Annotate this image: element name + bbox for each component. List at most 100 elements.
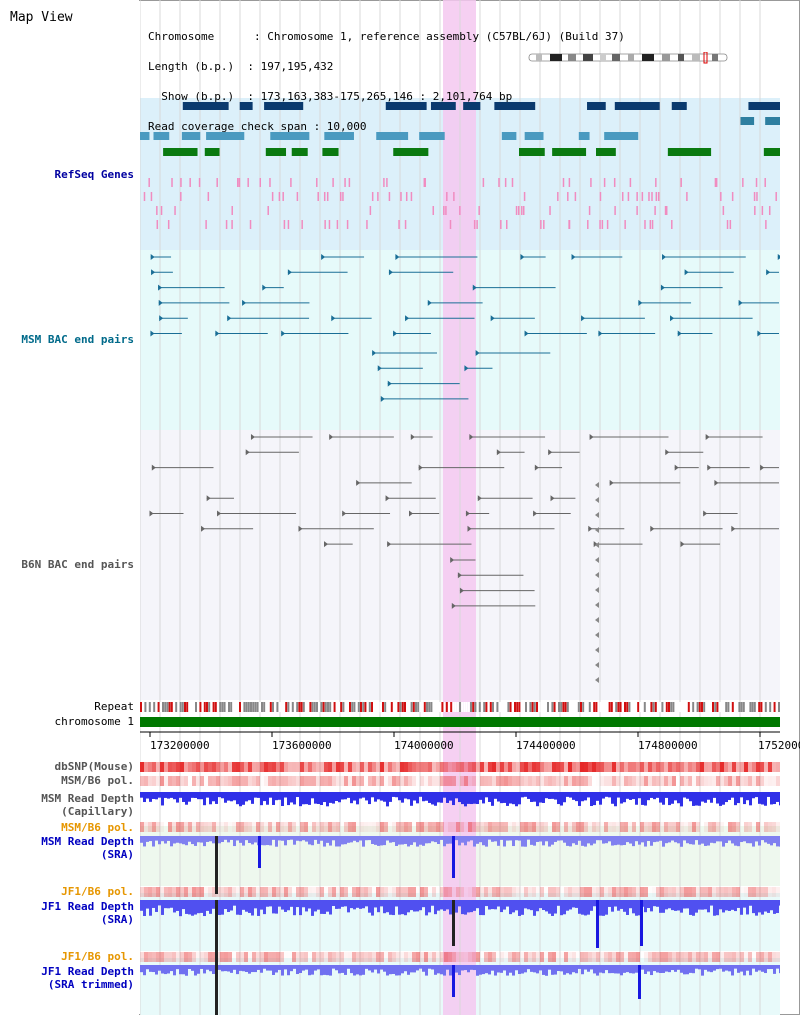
pol-cell <box>528 822 532 832</box>
repeat-bar <box>714 702 717 712</box>
pol-cell <box>320 762 324 772</box>
repeat-bar <box>573 702 576 712</box>
pol-cell <box>512 887 516 897</box>
refseq-tick <box>156 206 158 215</box>
depth-bar <box>692 836 695 845</box>
pol-cell <box>740 776 744 786</box>
depth-bar <box>206 900 209 911</box>
pol-cell <box>252 762 256 772</box>
pol-cell <box>716 952 720 962</box>
depth-bar <box>773 836 776 844</box>
depth-bar <box>734 836 737 846</box>
pol-cell <box>572 822 576 832</box>
pol-cell <box>536 762 540 772</box>
depth-bar <box>605 900 608 915</box>
depth-bar <box>404 836 407 844</box>
depth-bar <box>770 900 773 911</box>
pol-cell <box>648 762 652 772</box>
depth-bar <box>374 965 377 970</box>
msm-bac-pair-end <box>372 350 377 356</box>
pol-cell <box>272 887 276 897</box>
pol-cell <box>436 952 440 962</box>
depth-bar <box>185 965 188 976</box>
depth-bar <box>515 836 518 841</box>
b6n-bac-pair-end <box>477 495 482 502</box>
pol-cell <box>224 762 228 772</box>
repeat-bar <box>258 702 261 712</box>
depth-bar <box>650 792 653 798</box>
depth-bar <box>665 792 668 798</box>
repeat-bar <box>415 702 417 712</box>
depth-bar <box>620 836 623 846</box>
pol-cell <box>440 776 444 786</box>
depth-bar <box>602 836 605 844</box>
repeat-bar <box>773 702 776 712</box>
depth-bar <box>410 965 413 973</box>
refseq-tick <box>644 220 646 229</box>
b6n-bac-pair-end <box>548 449 553 456</box>
depth-bar <box>272 792 275 805</box>
depth-bar <box>485 836 488 847</box>
depth-bar <box>419 792 422 797</box>
pol-cell <box>296 776 300 786</box>
depth-bar <box>554 792 557 800</box>
repeat-bar <box>421 702 424 712</box>
gene-feature <box>430 102 456 110</box>
pol-cell <box>212 822 216 832</box>
chromosome-ideogram[interactable] <box>528 52 730 64</box>
depth-bar <box>455 900 458 913</box>
depth-bar <box>764 836 767 843</box>
depth-bar <box>713 792 716 798</box>
depth-bar <box>314 900 317 912</box>
pol-cell <box>508 887 512 897</box>
pol-cell <box>152 776 156 786</box>
pol-cell <box>484 762 488 772</box>
repeat-bar <box>692 702 695 712</box>
pol-cell <box>224 822 228 832</box>
depth-bar <box>497 792 500 802</box>
depth-bar <box>332 836 335 841</box>
depth-bar <box>455 792 458 799</box>
repeat-bar <box>690 702 692 712</box>
pol-cell <box>712 822 716 832</box>
pol-cell <box>404 887 408 897</box>
depth-bar <box>173 792 176 800</box>
depth-bar <box>503 965 506 971</box>
pol-cell <box>660 887 664 897</box>
depth-bar <box>266 900 269 907</box>
depth-bar <box>710 900 713 906</box>
repeat-bar <box>177 702 180 712</box>
depth-bar <box>329 965 332 976</box>
depth-bar <box>209 965 212 972</box>
depth-bar <box>440 836 443 840</box>
depth-bar <box>482 965 485 975</box>
depth-bar <box>299 792 302 807</box>
pol-cell <box>200 887 204 897</box>
repeat-bar <box>628 702 631 712</box>
pol-cell <box>652 822 656 832</box>
b6n-bac-pair-end <box>465 510 470 517</box>
refseq-tick <box>398 220 400 229</box>
pol-cell <box>344 776 348 786</box>
depth-bar <box>665 836 668 844</box>
pol-cell <box>744 952 748 962</box>
depth-bar <box>620 965 623 976</box>
gene-feature <box>376 132 409 140</box>
pol-cell <box>288 776 292 786</box>
pol-cell <box>448 887 452 897</box>
repeat-bar <box>679 702 681 712</box>
pol-cell <box>440 952 444 962</box>
repeat-bar <box>775 702 778 712</box>
pol-cell <box>416 762 420 772</box>
pol-cell <box>688 776 692 786</box>
pol-cell <box>712 887 716 897</box>
depth-bar <box>638 900 641 916</box>
pol-cell <box>668 822 672 832</box>
depth-bar <box>647 965 650 972</box>
pol-cell <box>512 822 516 832</box>
depth-bar <box>563 900 566 915</box>
repeat-bar <box>599 702 602 712</box>
refseq-tick <box>423 178 426 187</box>
depth-bar <box>506 792 509 806</box>
repeat-bar <box>756 702 758 712</box>
